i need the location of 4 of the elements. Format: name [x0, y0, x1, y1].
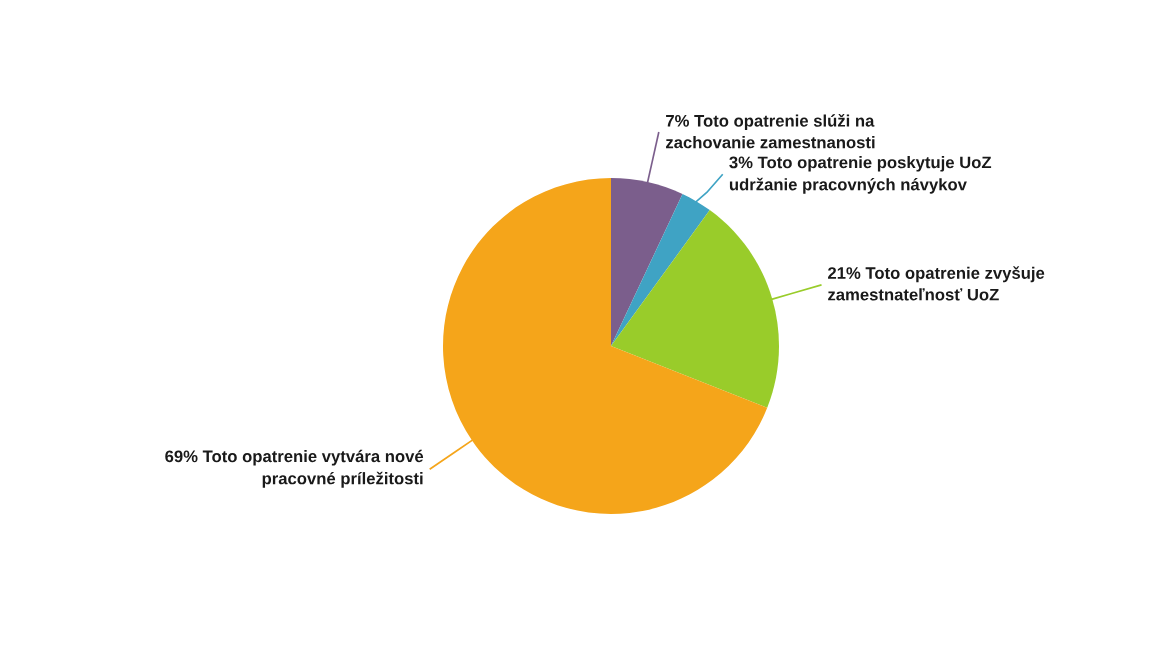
slice-label: 69% Toto opatrenie vytvára nové pracovné príležitosti — [165, 449, 424, 488]
slice-label: 21% Toto opatrenie zvyšuje zamestnateľnosť UoZ — [828, 266, 1045, 301]
slice-label: 7% Toto opatrenie slúži na zachovanie zamestnanosti — [666, 114, 875, 149]
slice-label: 3% Toto opatrenie poskytuje UoZ udržanie pracovných návykov — [729, 156, 992, 194]
